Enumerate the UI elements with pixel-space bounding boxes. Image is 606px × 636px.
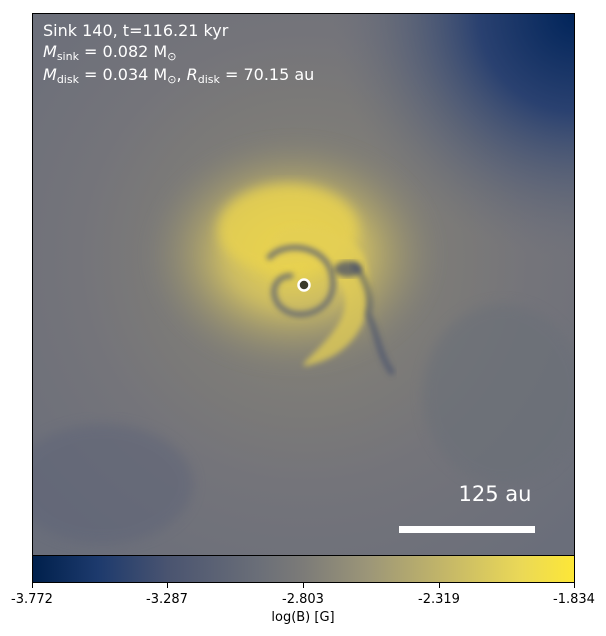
colorbar-label: log(B) [G] xyxy=(271,610,335,625)
colorbar-tick-label: -3.772 xyxy=(11,592,53,607)
colorbar-tick-label: -3.287 xyxy=(146,592,188,607)
colorbar-tick-label: -1.834 xyxy=(553,592,595,607)
colorbar-tick xyxy=(439,583,440,588)
sink-time-label: Sink 140, t=116.21 kyr xyxy=(43,21,229,40)
colorbar-tick xyxy=(574,583,575,588)
colorbar-tick-label: -2.319 xyxy=(418,592,460,607)
colorbar-tick xyxy=(303,583,304,588)
scale-bar-label: 125 au xyxy=(458,482,532,506)
colorbar xyxy=(32,555,575,583)
field-image xyxy=(33,14,574,555)
colorbar-tick-label: -2.803 xyxy=(282,592,324,607)
magnetic-field-map: Sink 140, t=116.21 kyr Msink = 0.082 M⊙ … xyxy=(32,13,575,556)
colorbar-tick xyxy=(32,583,33,588)
disk-properties-label: Mdisk = 0.034 M⊙, Rdisk = 70.15 au xyxy=(43,65,315,86)
scale-bar xyxy=(399,526,535,533)
sink-mass-label: Msink = 0.082 M⊙ xyxy=(43,42,177,63)
sink-marker xyxy=(297,278,311,292)
colorbar-tick xyxy=(167,583,168,588)
